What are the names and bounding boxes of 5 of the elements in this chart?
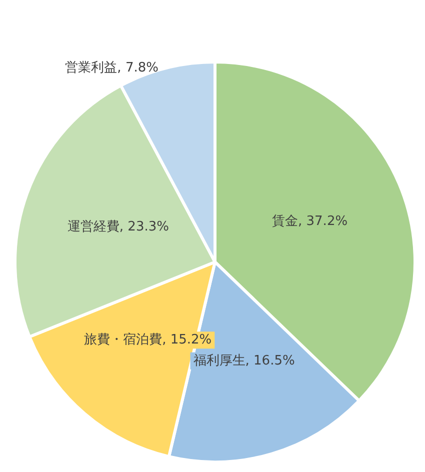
slice-label: 運営経費, 23.3% (67, 219, 169, 234)
slice-label: 営業利益, 7.8% (65, 60, 158, 76)
slice-label: 旅費・宿泊費, 15.2% (84, 332, 212, 348)
slice-label: 福利厚生, 16.5% (193, 353, 295, 368)
slice-label: 賃金, 37.2% (272, 214, 348, 230)
